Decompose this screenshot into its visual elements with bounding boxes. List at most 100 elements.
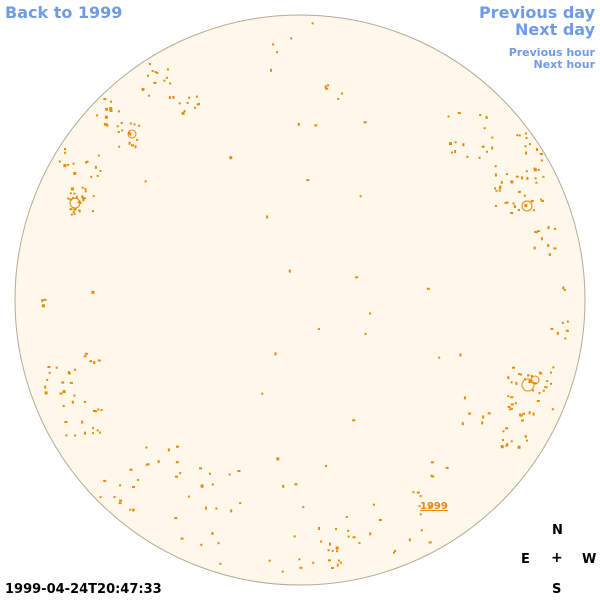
region-speck bbox=[169, 82, 172, 85]
region-speck bbox=[294, 483, 298, 486]
region-speck bbox=[133, 123, 136, 126]
previous-hour-link[interactable]: Previous hour bbox=[508, 46, 595, 59]
region-speck bbox=[103, 98, 107, 101]
region-speck bbox=[215, 507, 218, 510]
region-speck bbox=[522, 412, 526, 415]
region-speck bbox=[539, 198, 542, 201]
region-speck bbox=[228, 473, 231, 476]
region-speck bbox=[187, 495, 190, 498]
region-speck bbox=[347, 529, 350, 532]
region-speck bbox=[450, 151, 453, 154]
region-speck bbox=[502, 430, 505, 433]
solar-disk bbox=[14, 14, 586, 586]
region-speck bbox=[73, 207, 77, 211]
region-speck bbox=[505, 444, 508, 447]
observation-timestamp: 1999-04-24T20:47:33 bbox=[5, 582, 162, 597]
region-speck bbox=[104, 123, 107, 126]
region-speck bbox=[153, 81, 157, 84]
region-speck bbox=[129, 508, 132, 511]
region-speck bbox=[67, 197, 70, 200]
region-speck bbox=[299, 566, 303, 569]
region-speck bbox=[85, 161, 88, 164]
region-speck bbox=[438, 356, 441, 359]
region-speck bbox=[81, 186, 84, 189]
region-speck bbox=[44, 391, 48, 395]
region-speck bbox=[48, 371, 51, 374]
region-speck bbox=[298, 558, 301, 561]
region-speck bbox=[510, 396, 514, 399]
region-speck bbox=[311, 22, 314, 25]
back-to-year-link[interactable]: Back to 1999 bbox=[5, 3, 123, 22]
region-speck bbox=[302, 506, 305, 509]
region-speck bbox=[97, 154, 100, 157]
region-speck bbox=[116, 125, 119, 128]
region-speck bbox=[541, 237, 543, 241]
region-speck bbox=[93, 361, 96, 364]
next-day-link[interactable]: Next day bbox=[515, 20, 595, 39]
region-speck bbox=[352, 536, 356, 539]
region-speck bbox=[431, 475, 435, 478]
region-speck bbox=[118, 145, 121, 148]
region-speck bbox=[59, 392, 63, 395]
region-speck bbox=[148, 63, 151, 65]
region-speck bbox=[276, 457, 280, 461]
region-speck bbox=[64, 421, 68, 423]
region-speck bbox=[91, 290, 95, 294]
region-speck bbox=[520, 414, 523, 417]
region-speck bbox=[486, 150, 488, 153]
region-speck bbox=[533, 382, 537, 385]
region-speck bbox=[525, 137, 528, 139]
region-speck bbox=[83, 355, 87, 358]
region-speck bbox=[97, 359, 101, 362]
region-speck bbox=[534, 231, 537, 233]
region-speck bbox=[481, 145, 485, 148]
region-speck bbox=[547, 244, 550, 247]
region-speck bbox=[61, 381, 65, 384]
region-speck bbox=[542, 175, 545, 178]
region-speck bbox=[416, 491, 420, 494]
region-speck bbox=[537, 168, 540, 171]
region-speck bbox=[507, 395, 510, 398]
region-speck bbox=[175, 475, 178, 478]
region-speck bbox=[73, 192, 76, 195]
region-speck bbox=[516, 134, 519, 137]
region-speck bbox=[566, 320, 569, 323]
region-speck bbox=[533, 168, 537, 172]
region-speck bbox=[132, 486, 135, 489]
next-hour-link[interactable]: Next hour bbox=[533, 58, 596, 71]
region-speck bbox=[529, 143, 531, 146]
region-speck bbox=[72, 162, 75, 165]
region-speck bbox=[459, 353, 462, 357]
region-speck bbox=[174, 517, 178, 520]
region-speck bbox=[166, 68, 169, 71]
region-speck bbox=[96, 429, 99, 432]
region-speck bbox=[512, 202, 515, 205]
region-speck bbox=[181, 111, 185, 115]
region-speck bbox=[272, 43, 275, 46]
region-speck bbox=[491, 146, 494, 150]
region-contour bbox=[521, 378, 535, 392]
region-speck bbox=[79, 201, 82, 204]
region-speck bbox=[341, 92, 343, 95]
region-speck bbox=[430, 461, 434, 464]
compass-center: + bbox=[551, 550, 563, 566]
region-speck bbox=[561, 321, 564, 324]
previous-day-link[interactable]: Previous day bbox=[478, 3, 595, 22]
region-speck bbox=[547, 226, 550, 230]
region-speck bbox=[498, 187, 501, 190]
region-speck bbox=[428, 541, 432, 544]
region-speck bbox=[378, 519, 382, 521]
region-speck bbox=[483, 127, 486, 130]
region-speck bbox=[151, 70, 154, 72]
region-speck bbox=[518, 134, 521, 137]
region-speck bbox=[74, 434, 77, 437]
region-speck bbox=[541, 199, 545, 202]
region-speck bbox=[500, 445, 504, 449]
region-speck bbox=[545, 386, 548, 389]
region-speck bbox=[43, 298, 47, 301]
region-speck bbox=[494, 165, 497, 168]
region-speck bbox=[145, 463, 148, 466]
region-label-link[interactable]: 1999 bbox=[420, 501, 448, 512]
region-speck bbox=[369, 312, 372, 315]
region-speck bbox=[92, 427, 94, 430]
